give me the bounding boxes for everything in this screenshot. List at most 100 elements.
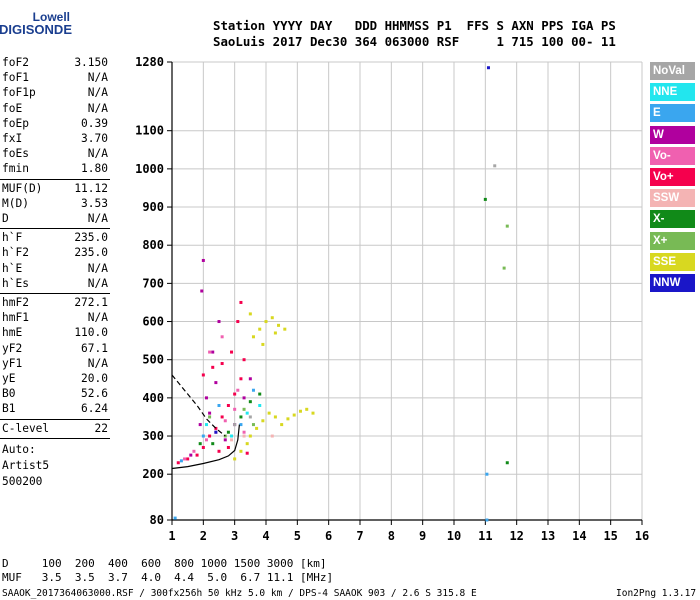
profile-curve-dashed (171, 374, 226, 437)
y-tick-label: 400 (142, 391, 164, 405)
data-point (217, 404, 221, 407)
param-value: 3.53 (81, 196, 108, 210)
data-point (248, 312, 252, 316)
param-name: B0 (2, 387, 16, 401)
data-point (248, 377, 252, 381)
data-point (204, 423, 208, 427)
header-line-2: SaoLuis 2017 Dec30 364 063000 RSF 1 715 … (213, 34, 616, 49)
x-tick-label: 7 (356, 529, 363, 543)
legend-item-x-: X- (650, 210, 695, 229)
x-tick-label: 2 (200, 529, 207, 543)
data-point (214, 426, 218, 430)
y-tick-label: 1280 (135, 55, 164, 69)
param-row-foes: foEs N/A (2, 147, 108, 161)
data-point (311, 411, 315, 415)
header-line-1: Station YYYY DAY DDD HHMMSS P1 FFS S AXN… (213, 18, 616, 33)
data-point (214, 430, 218, 434)
data-point (505, 461, 509, 465)
param-row-hmf2: hmF2 272.1 (2, 296, 108, 310)
param-name: fmin (2, 162, 29, 176)
data-point (233, 457, 237, 461)
param-value: 3.150 (74, 56, 108, 69)
data-point (239, 377, 243, 381)
param-name: h`F (2, 231, 23, 245)
data-point (211, 350, 215, 354)
data-point (214, 381, 218, 385)
legend-item-vo-: Vo+ (650, 168, 695, 186)
param-value: N/A (87, 261, 108, 275)
data-point (204, 438, 208, 442)
data-point (189, 453, 193, 457)
param-name: D (2, 212, 9, 225)
data-point (239, 415, 243, 419)
param-value: 272.1 (74, 296, 108, 309)
data-point (242, 434, 246, 438)
data-point (245, 442, 249, 446)
x-tick-label: 14 (572, 529, 586, 543)
data-point (283, 327, 287, 331)
param-value: N/A (87, 276, 108, 290)
legend-item-nnw: NNW (650, 274, 695, 292)
data-point (242, 430, 246, 434)
x-tick-label: 8 (388, 529, 395, 543)
y-tick-label: 80 (150, 513, 164, 527)
data-point (251, 388, 255, 392)
param-value: N/A (87, 356, 108, 370)
param-row-h-f2: h`F2 235.0 (2, 246, 108, 260)
param-name: M(D) (2, 196, 29, 210)
param-value: 22 (94, 421, 108, 435)
param-value: N/A (87, 311, 108, 325)
y-tick-label: 700 (142, 276, 164, 290)
data-point (248, 415, 252, 419)
param-row-hmf1: hmF1 N/A (2, 311, 108, 325)
data-point (245, 451, 249, 455)
data-point (233, 423, 237, 427)
data-point (223, 419, 227, 423)
param-name: hmF2 (2, 296, 29, 309)
data-point (305, 407, 309, 411)
y-tick-label: 500 (142, 353, 164, 367)
data-point (245, 411, 249, 415)
data-point (200, 289, 204, 293)
param-value: 67.1 (81, 341, 108, 355)
data-point (251, 335, 255, 339)
y-tick-label: 800 (142, 238, 164, 252)
param-value: N/A (87, 147, 108, 161)
data-point (201, 258, 205, 262)
data-point (239, 423, 243, 427)
y-tick-label: 1000 (135, 162, 164, 176)
data-point (220, 335, 224, 339)
separator (0, 178, 110, 180)
x-tick-label: 10 (447, 529, 461, 543)
data-point (280, 423, 284, 427)
data-point (236, 320, 240, 324)
data-point (183, 457, 187, 461)
data-point (258, 404, 262, 407)
auto-scaling-line: Auto: (2, 442, 36, 456)
param-name: yF1 (2, 356, 23, 370)
data-point (230, 350, 234, 354)
data-point (248, 434, 252, 438)
footer-line-2: MUF 3.5 3.5 3.7 4.0 4.4 5.0 6.7 11.1 [MH… (2, 571, 334, 584)
param-value: 1.80 (81, 162, 108, 176)
param-value: 11.12 (74, 181, 108, 195)
y-tick-label: 200 (142, 467, 164, 481)
data-point (195, 453, 199, 457)
param-row-yf2: yF2 67.1 (2, 342, 108, 356)
param-row-h-f: h`F 235.0 (2, 231, 108, 245)
param-value: 52.6 (81, 387, 108, 401)
legend-item-ssw: SSW (650, 189, 695, 208)
data-point (204, 396, 208, 400)
data-point (226, 430, 230, 434)
param-row-fmin: fmin 1.80 (2, 162, 108, 176)
data-point (483, 197, 487, 201)
x-tick-label: 12 (509, 529, 523, 543)
data-point (179, 459, 183, 463)
x-tick-label: 3 (231, 529, 238, 543)
param-value: 235.0 (74, 246, 108, 260)
data-point (230, 438, 234, 442)
data-point (211, 442, 215, 446)
x-tick-label: 4 (262, 529, 269, 543)
legend-item-vo-: Vo- (650, 146, 695, 165)
data-point (233, 407, 237, 411)
